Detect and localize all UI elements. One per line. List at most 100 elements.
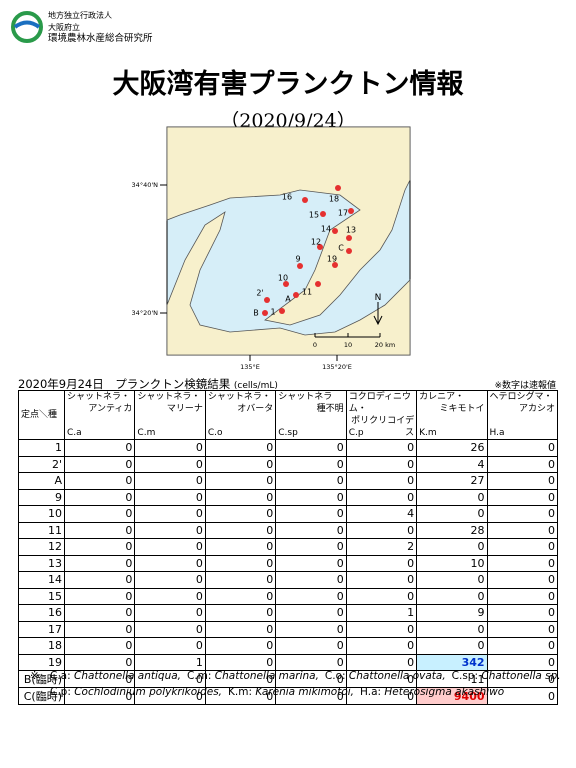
count-cell: 0: [63, 488, 136, 506]
title: 大阪湾有害プランクトン情報: [112, 69, 464, 100]
species-name: Chattonella antiqua,: [74, 670, 182, 682]
station-label: C: [338, 244, 344, 253]
count-cell: 1: [134, 653, 206, 671]
count-cell: 0: [275, 587, 347, 605]
count-cell: 0: [204, 538, 277, 556]
count-cell: 0: [134, 637, 206, 655]
species-name: ヘテロシグマ・: [489, 392, 553, 402]
north-label: N: [375, 293, 382, 303]
species-name: Karenia mikimotoi,: [255, 686, 355, 698]
count-cell: 0: [275, 620, 347, 638]
count-cell: 0: [486, 521, 559, 539]
count-cell: 26: [416, 439, 488, 457]
count-cell: 342: [416, 653, 488, 671]
count-cell: 0: [204, 604, 277, 622]
lon-label: 135°E: [240, 363, 260, 371]
caption: 2020年9月24日 プランクトン検鏡結果: [18, 377, 231, 391]
count-cell: 0: [345, 521, 418, 539]
count-cell: 0: [63, 587, 136, 605]
map: 16 18 15 17 14 13 12 C 9 19 10 11 2' A B 1 34°40'N 34°20'…: [132, 126, 411, 371]
count-cell: 0: [416, 571, 488, 589]
count-cell: 0: [204, 488, 277, 506]
count-cell: 0: [134, 538, 206, 556]
species-code: K.m: [419, 428, 437, 438]
scale-label: 0: [313, 341, 317, 349]
unit: (cells/mL): [233, 381, 278, 391]
logo: [11, 11, 43, 43]
station-cell: 17: [18, 620, 65, 638]
station-dot: [302, 197, 308, 203]
count-cell: 9400: [416, 687, 488, 705]
station-label: 12: [311, 238, 321, 247]
station-cell: B(臨時): [18, 670, 65, 688]
species-name: ミキモトイ: [439, 404, 485, 414]
count-cell: 0: [63, 472, 136, 490]
table-row: 17 0 0 0 0 0 0 0: [18, 620, 559, 638]
species-name: Chattonella ovata,: [348, 670, 446, 682]
count-cell: 0: [275, 554, 347, 572]
count-cell: 0: [486, 455, 559, 473]
station-label: 13: [346, 226, 356, 235]
count-cell: 0: [275, 505, 347, 523]
station-label: 19: [327, 255, 337, 264]
count-cell: 1: [345, 604, 418, 622]
abbr: C.o:: [324, 670, 346, 682]
count-cell: 0: [416, 637, 488, 655]
station-dot: [262, 310, 268, 316]
table-caption: 2020年9月24日 プランクトン検鏡結果 (cells/mL): [18, 376, 278, 392]
station-dot: [348, 208, 354, 214]
note: ※数字は速報値: [494, 381, 556, 391]
species-name: マリーナ: [166, 404, 203, 414]
count-cell: 0: [204, 637, 277, 655]
count-cell: 0: [63, 571, 136, 589]
count-cell: 0: [204, 587, 277, 605]
station-dot: [283, 281, 289, 287]
species-code: C.p: [348, 428, 364, 438]
table-row: 19 0 1 0 0 0 342 0: [18, 653, 559, 671]
table-row: 12 0 0 0 0 2 0 0: [18, 538, 559, 556]
station-dot: [264, 297, 270, 303]
species-name: コクロディニウム・: [348, 392, 412, 414]
footnote-line: C.a: Chattonella antiqua, C.m: Chattonell…: [50, 670, 567, 682]
column-header: シャットネラ・ オバータ C.o: [204, 390, 277, 440]
count-cell: 9: [416, 604, 488, 622]
abbr: C.m:: [187, 670, 212, 682]
species-name: シャットネラ: [278, 392, 333, 402]
count-cell: 0: [345, 439, 418, 457]
station-dot: [293, 292, 299, 298]
table-row: 18 0 0 0 0 0 0 0: [18, 637, 559, 655]
count-cell: 0: [275, 521, 347, 539]
station-dot: [346, 248, 352, 254]
species-name: ポリクリコイデス: [351, 416, 415, 438]
station-label: 1: [270, 308, 275, 317]
species-name: カレニア・: [419, 392, 465, 402]
count-cell: 0: [204, 571, 277, 589]
station-cell: 10: [18, 505, 65, 523]
count-cell: 0: [275, 687, 347, 705]
species-code: C.m: [137, 428, 156, 438]
count-cell: 0: [275, 488, 347, 506]
count-cell: 0: [134, 488, 206, 506]
species-name: Heterosigma akashiwo: [384, 686, 505, 698]
count-cell: 0: [345, 620, 418, 638]
table-row: 16 0 0 0 0 1 9 0: [18, 604, 559, 622]
count-cell: 0: [134, 620, 206, 638]
table-row: 14 0 0 0 0 0 0 0: [18, 571, 559, 589]
count-cell: 0: [204, 554, 277, 572]
count-cell: 0: [275, 472, 347, 490]
count-cell: 0: [486, 505, 559, 523]
count-cell: 0: [345, 637, 418, 655]
count-cell: 4: [345, 505, 418, 523]
count-cell: 0: [416, 505, 488, 523]
scale-label: 10: [344, 341, 352, 349]
count-cell: 0: [486, 571, 559, 589]
column-header: シャットネラ・ マリーナ C.m: [134, 390, 206, 440]
count-cell: 0: [486, 604, 559, 622]
count-cell: 0: [275, 637, 347, 655]
count-cell: 0: [134, 439, 206, 457]
species-name: オバータ: [237, 404, 274, 414]
column-header: シャットネラ・ アンティカ C.a: [63, 390, 136, 440]
station-dot: [332, 228, 338, 234]
